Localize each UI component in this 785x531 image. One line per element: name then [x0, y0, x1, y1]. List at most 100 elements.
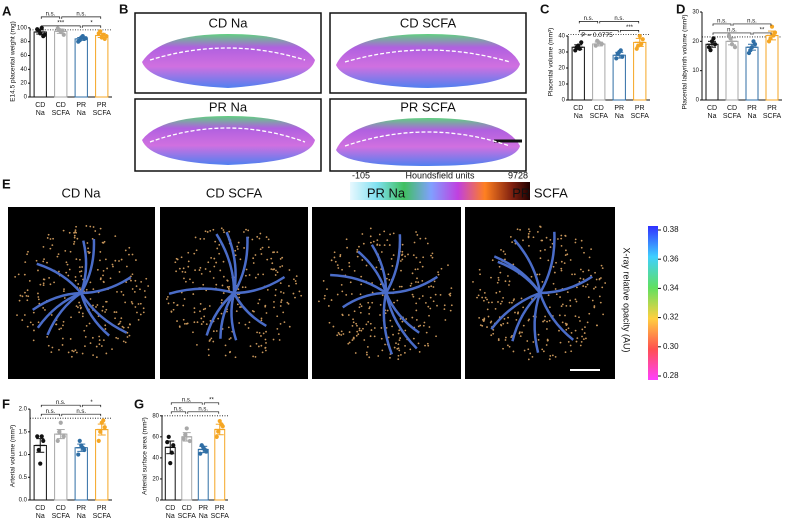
vessel-dot [449, 294, 452, 297]
vessel-dot [368, 312, 371, 315]
vessel-dot [65, 271, 68, 274]
vessel-dot [135, 285, 138, 288]
panel-label: E [2, 176, 11, 191]
vessel-dot [226, 310, 228, 313]
significance-label: *** [57, 20, 65, 26]
data-point [184, 426, 189, 431]
data-point [202, 447, 207, 452]
vessel-dot [288, 325, 291, 328]
vessel-dot [276, 328, 279, 330]
significance-label: ** [760, 28, 765, 34]
vessel-dot [265, 330, 267, 333]
significance-bracket [578, 30, 619, 33]
vessel-dot [226, 279, 229, 282]
vessel-dot [279, 305, 282, 307]
vessel-dot [260, 253, 263, 255]
vessel-dot [175, 257, 178, 260]
vessel-dot [497, 301, 499, 303]
vessel-dot [79, 304, 82, 307]
vessel-dot [44, 309, 46, 311]
vessel-dot [129, 323, 131, 326]
data-point [77, 438, 82, 444]
vessel-dot [424, 301, 427, 304]
vessel-dot [500, 324, 503, 327]
vessel-dot [506, 322, 509, 324]
vessel-dot [574, 238, 577, 241]
significance-bracket [712, 32, 752, 35]
vessel-dot [32, 323, 34, 326]
vessel-dot [561, 303, 564, 306]
vessel-dot [181, 270, 184, 273]
vessel-dot [593, 306, 596, 309]
data-point [38, 461, 43, 466]
data-point [42, 32, 47, 37]
colorbar-label: Houndsfield units [405, 170, 475, 180]
vessel-dot [207, 348, 210, 351]
significance-label: n.s. [46, 11, 56, 17]
y-tick-label: 1.0 [19, 452, 28, 458]
image-title: PR SCFA [512, 185, 568, 200]
vessel-dot [200, 273, 203, 275]
vessel-dot [486, 298, 488, 301]
vessel-dot [399, 337, 402, 339]
significance-label: n.s. [76, 11, 86, 17]
vessel-dot [243, 247, 245, 249]
vessel-dot [514, 311, 516, 314]
vessel-dot [37, 292, 39, 295]
vessel-dot [341, 314, 344, 317]
vessel-dot [195, 249, 198, 252]
vessel-dot [33, 329, 35, 332]
y-tick-label: 20 [20, 81, 27, 87]
vessel-dot [192, 293, 195, 295]
vessel-dot [46, 336, 49, 338]
data-point [615, 51, 620, 56]
vessel-dot [598, 277, 601, 280]
vessel-dot [27, 295, 30, 298]
vessel-dot [115, 336, 118, 339]
x-tick-label: Na [36, 513, 45, 520]
data-point [60, 28, 65, 33]
data-point [41, 438, 46, 444]
vessel-dot [358, 327, 361, 330]
vessel-dot [426, 342, 429, 345]
x-tick-label: PR [635, 105, 645, 112]
vessel-dot [365, 351, 368, 354]
vessel-dot [440, 267, 443, 270]
y-tick-label: 0 [696, 98, 700, 104]
vessel-dot [563, 262, 566, 264]
y-tick-label: 60 [152, 434, 159, 440]
data-point [98, 429, 103, 434]
vessel-dot [501, 300, 503, 303]
vessel-dot [386, 309, 389, 312]
vessel-dot [384, 312, 387, 315]
vessel-dot [85, 324, 88, 327]
vessel-dot [135, 259, 137, 261]
vessel-dot [424, 344, 426, 347]
vessel-dot [69, 250, 72, 253]
vessel-dot [341, 268, 343, 271]
vessel-dot [254, 276, 257, 279]
vessel-dot [254, 254, 257, 256]
vessel-dot [26, 325, 29, 328]
vessel-dot [21, 319, 24, 321]
vessel-dot [17, 273, 20, 276]
y-axis-label: E14.5 placental weight (mg) [10, 21, 17, 102]
panel-label: D [676, 1, 685, 16]
vessel-dot [215, 283, 218, 286]
vessel-dot [95, 306, 97, 308]
vessel-dot [28, 280, 31, 282]
data-point [101, 418, 106, 423]
panel-label: F [2, 396, 10, 411]
vessel-dot [24, 261, 27, 264]
vessel-dot [434, 293, 437, 296]
vessel-dot [69, 338, 72, 340]
vessel-dot [139, 288, 141, 291]
vessel-dot [114, 235, 117, 238]
vessel [342, 291, 387, 309]
vessel-dot [137, 318, 140, 321]
vessel-dot [340, 334, 343, 336]
vessel-dot [243, 231, 245, 233]
vessel-dot [362, 327, 364, 330]
image-title: CD SCFA [400, 15, 457, 30]
vessel-dot [365, 264, 368, 267]
